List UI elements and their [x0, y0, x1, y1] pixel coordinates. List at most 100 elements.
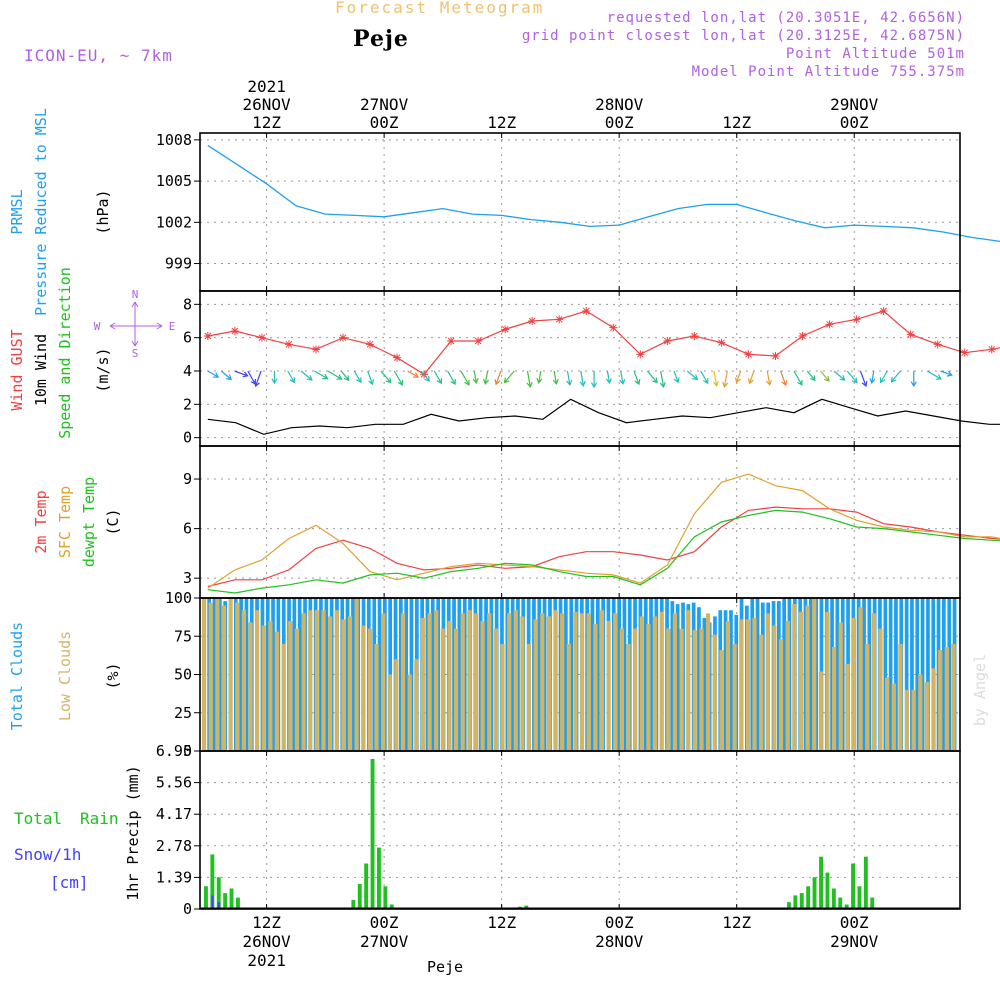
- low-cloud-bar: [944, 647, 949, 751]
- wind-arrow-head: [747, 378, 754, 385]
- low-cloud-bar: [221, 605, 227, 751]
- panel-pressure: 999 1002 1005 1008: [156, 131, 1000, 291]
- pressure-label-msl: Pressure Reduced to MSL: [32, 108, 50, 316]
- time-bottom-date: 27NOV: [360, 932, 409, 951]
- wind-direction-arrow: [833, 370, 846, 381]
- low-cloud-bar: [871, 613, 876, 751]
- wind-arrow-shaft: [580, 370, 584, 386]
- low-cloud-bar: [328, 616, 333, 751]
- total-cloud-bar: [425, 598, 430, 751]
- low-cloud-bar: [745, 619, 750, 751]
- low-cloud-bar: [460, 613, 465, 751]
- total-cloud-bar: [319, 598, 323, 751]
- wind-arrow-shaft: [526, 370, 531, 387]
- grid-point-coords: grid point closest lon,lat (20.3125E, 42…: [521, 28, 965, 44]
- gust-marker: [284, 340, 293, 349]
- wind-direction-arrow: [780, 370, 788, 387]
- rain-bar: [229, 888, 234, 909]
- wind-direction-label: Speed and Direction: [56, 267, 74, 439]
- compass-w: W: [94, 320, 101, 333]
- wind-arrow-head: [503, 377, 510, 384]
- wind-arrow-shaft: [353, 370, 362, 383]
- wind-direction-arrow: [353, 370, 362, 384]
- low-cloud-bar: [281, 643, 286, 751]
- low-cloud-bar: [235, 602, 240, 751]
- rain-bar: [210, 854, 215, 909]
- wind-arrow-shaft: [247, 370, 256, 385]
- time-top-hour: 00Z: [605, 113, 634, 132]
- panel-temperature: 3 6 9: [183, 446, 1000, 598]
- low-cloud-bar: [639, 616, 644, 751]
- wind-arrow-head: [839, 375, 846, 381]
- time-top-hour: 00Z: [370, 113, 399, 132]
- low-cloud-bar: [739, 619, 744, 751]
- low-cloud-bar: [699, 628, 704, 751]
- gust-marker: [203, 332, 212, 340]
- wind-arrow-head: [464, 379, 470, 386]
- low-cloud-bar: [825, 611, 830, 751]
- total-cloud-bar: [888, 598, 893, 751]
- wind-arrow-head: [861, 380, 868, 388]
- rain-bar: [831, 888, 836, 909]
- total-cloud-bar: [484, 598, 488, 751]
- wind-arrow-shaft: [606, 370, 611, 383]
- wind-arrow-head: [526, 381, 533, 388]
- bottom-station-label: Peje: [427, 958, 463, 976]
- total-cloud-bar: [649, 598, 653, 751]
- low-cloud-bar: [586, 613, 591, 751]
- wind-arrow-shaft: [220, 370, 232, 380]
- low-cloud-bar: [387, 674, 392, 751]
- low-cloud-bar: [805, 605, 810, 751]
- rain-bar: [383, 886, 388, 909]
- wind-arrow-head: [336, 374, 343, 380]
- time-bottom-date: 26NOV: [243, 932, 292, 951]
- panel-frame-wind: [199, 290, 961, 447]
- wind-arrow-shaft: [660, 370, 665, 387]
- rain-bar: [825, 872, 830, 909]
- model-altitude: Model Point Altitude 755.375m: [691, 64, 965, 80]
- gust-marker: [582, 307, 591, 315]
- wind-direction-arrow: [494, 370, 502, 386]
- wind-arrow-head: [289, 377, 295, 384]
- total-cloud-bar: [265, 598, 270, 751]
- low-cloud-bar: [500, 643, 505, 751]
- wind-direction-arrow: [234, 370, 249, 378]
- snow-bar: [211, 895, 214, 909]
- wind-direction-arrow: [552, 370, 559, 385]
- wind-direction-arrow: [735, 370, 742, 384]
- total-cloud-bar: [675, 604, 680, 751]
- total-cloud-bar: [750, 598, 755, 751]
- low-cloud-bar: [706, 613, 711, 751]
- gust-marker: [636, 350, 645, 359]
- low-cloud-bar: [785, 621, 790, 751]
- gust-marker: [825, 320, 834, 329]
- y-tick-label: 8: [183, 295, 192, 313]
- gust-marker: [609, 323, 618, 332]
- y-tick-label: 9: [183, 470, 192, 488]
- total-cloud-bar: [399, 598, 403, 751]
- precip-unit: 1hr Precip (mm): [124, 765, 142, 900]
- low-cloud-bar: [818, 671, 823, 751]
- low-cloud-bar: [725, 621, 731, 751]
- low-cloud-bar: [540, 613, 545, 751]
- wind-arrow-head: [935, 374, 942, 380]
- low-cloud-bar: [447, 621, 452, 751]
- low-cloud-bar: [241, 610, 246, 751]
- total-cloud-bar: [564, 598, 568, 751]
- wind-arrow-head: [450, 378, 456, 385]
- wind-arrow-shaft: [420, 370, 430, 382]
- wind-direction-arrow: [536, 370, 543, 384]
- wind-direction-arrow: [271, 371, 278, 385]
- low-cloud-bar: [686, 610, 691, 751]
- wind-direction-arrow: [765, 370, 773, 386]
- gust-marker: [960, 348, 969, 357]
- gust-marker: [447, 337, 456, 345]
- low-cloud-bar: [381, 613, 386, 751]
- gust-marker: [555, 315, 564, 324]
- total-cloud-bar: [782, 598, 786, 751]
- gust-marker: [338, 333, 347, 342]
- wind-direction-arrow: [712, 370, 719, 387]
- total-cloud-bar: [670, 601, 675, 751]
- wind-direction-arrow: [367, 370, 374, 386]
- wind-arrow-head: [271, 378, 278, 385]
